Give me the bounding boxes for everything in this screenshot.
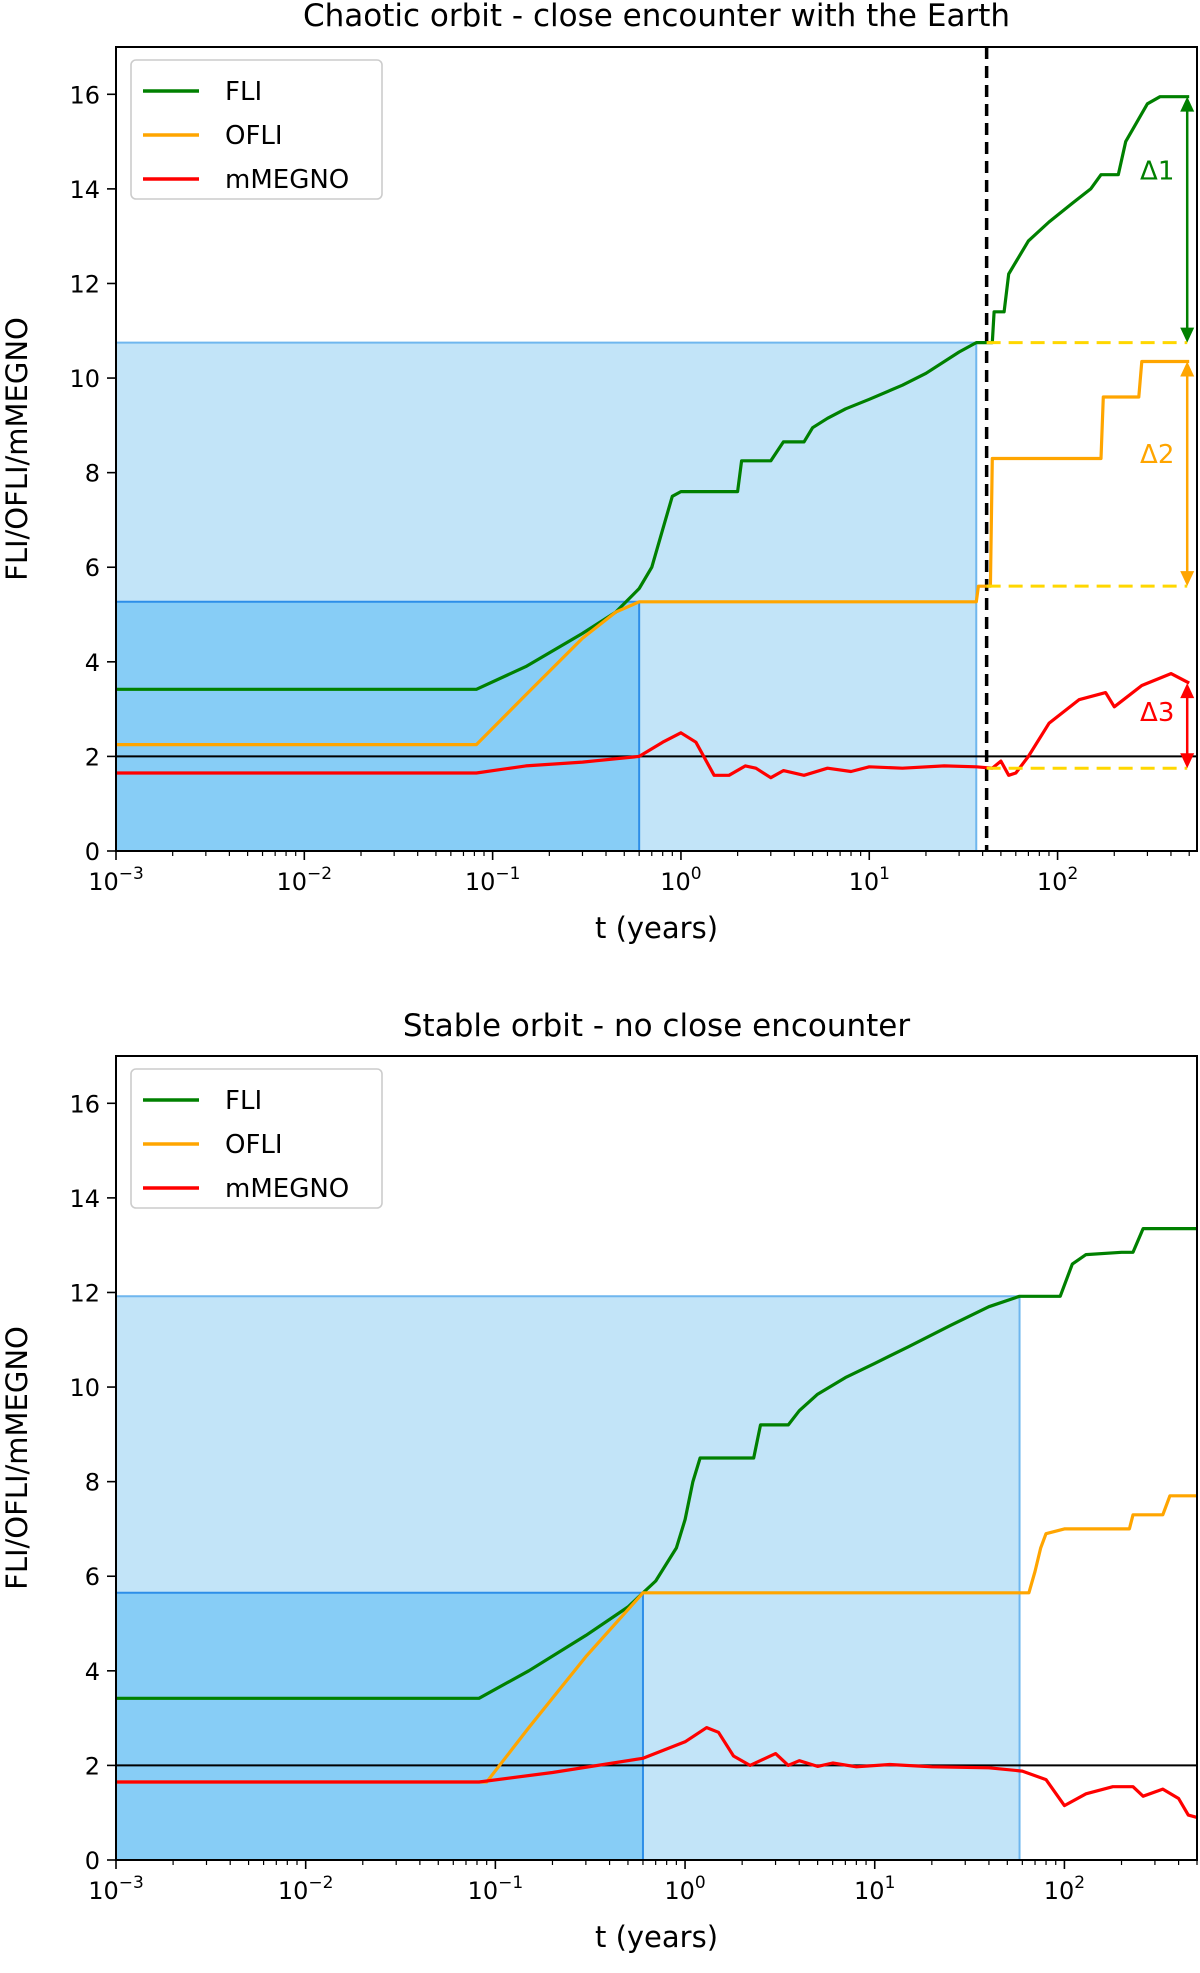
series-line-ofli [116,359,1190,747]
x-tick-base: 10 [1044,1877,1075,1905]
y-tick-label: 4 [85,1658,100,1686]
series-line-fli [116,1226,1197,1700]
legend-label: FLI [225,77,262,107]
x-tick-base: 10 [854,1877,885,1905]
delta-arrow-head-down [1180,327,1195,343]
x-tick-exponent: −3 [119,864,144,884]
y-tick-label: 8 [85,460,100,488]
shaded-region-dark [116,601,640,851]
x-tick-base: 10 [664,1877,695,1905]
y-tick-label: 16 [69,81,100,109]
legend-label: OFLI [225,1130,283,1160]
y-tick-label: 10 [69,365,100,393]
x-tick-label: 10−2 [277,864,333,896]
y-tick-label: 6 [85,554,100,582]
legend-label: OFLI [225,121,283,151]
legend-label: FLI [225,1086,262,1116]
y-tick-label: 16 [69,1090,100,1118]
y-tick-label: 4 [85,649,100,677]
x-tick-exponent: −1 [495,864,520,884]
x-tick-label: 100 [664,1873,705,1905]
y-tick-label: 12 [69,270,100,298]
y-tick-label: 14 [69,1185,100,1213]
x-tick-exponent: 2 [1074,1873,1085,1893]
y-tick-label: 14 [69,176,100,204]
x-axis-label: t (years) [595,1920,718,1954]
x-tick-exponent: −3 [119,1873,144,1893]
x-tick-base: 10 [278,1877,309,1905]
chart-title: Stable orbit - no close encounter [403,1008,911,1044]
x-tick-base: 10 [849,868,880,896]
x-tick-base: 10 [1037,868,1068,896]
delta-arrow-head-down [1180,571,1195,587]
x-tick-label: 10−3 [88,1873,144,1905]
y-tick-label: 2 [85,1752,100,1780]
delta-label: Δ1 [1140,156,1174,186]
legend-box [130,1068,383,1209]
x-tick-base: 10 [468,1877,499,1905]
delta-arrow-head-up [1180,683,1195,699]
x-tick-label: 102 [1037,864,1078,896]
x-tick-label: 101 [854,1873,895,1905]
x-tick-label: 10−1 [465,864,521,896]
x-tick-exponent: −2 [307,864,332,884]
legend-label: mMEGNO [225,1174,349,1204]
y-tick-label: 2 [85,743,100,771]
x-tick-label: 102 [1044,1873,1085,1905]
x-tick-base: 10 [88,1877,119,1905]
series-line-ofli [116,1494,1197,1784]
x-tick-exponent: 0 [695,1873,706,1893]
x-tick-label: 10−2 [278,1873,334,1905]
x-tick-base: 10 [88,868,119,896]
y-tick-label: 6 [85,1563,100,1591]
x-tick-exponent: 1 [885,1873,896,1893]
x-tick-label: 10−3 [88,864,144,896]
series-line-fli [116,95,1190,691]
chaotic-orbit-panel: Chaotic orbit - close encounter with the… [0,0,1198,945]
x-tick-label: 100 [660,864,701,896]
plot-frame [115,46,1198,852]
delta-arrow-head-up [1180,96,1195,112]
series-line-mmegno [116,1725,1198,1819]
y-tick-label: 12 [69,1279,100,1307]
delta-label: Δ2 [1140,440,1174,470]
x-tick-base: 10 [277,868,308,896]
plot-frame [115,1055,1198,1861]
x-tick-base: 10 [660,868,691,896]
x-tick-exponent: 2 [1067,864,1078,884]
x-tick-label: 101 [849,864,890,896]
y-axis-label: FLI/OFLI/mMEGNO [0,317,34,581]
legend-box [130,59,383,200]
y-tick-label: 0 [85,1847,100,1875]
x-tick-label: 10−1 [468,1873,524,1905]
x-axis-label: t (years) [595,911,718,945]
delta-label: Δ3 [1140,698,1174,728]
y-tick-label: 8 [85,1469,100,1497]
chart-title: Chaotic orbit - close encounter with the… [303,0,1010,34]
x-tick-exponent: −1 [498,1873,523,1893]
y-tick-label: 10 [69,1374,100,1402]
x-tick-exponent: 1 [879,864,890,884]
legend-label: mMEGNO [225,165,349,195]
delta-arrow-head-up [1180,361,1195,377]
y-tick-label: 0 [85,838,100,866]
x-tick-exponent: 0 [691,864,702,884]
x-tick-exponent: −2 [308,1873,333,1893]
shaded-region-dark [116,1592,643,1860]
y-axis-label: FLI/OFLI/mMEGNO [0,1326,34,1590]
series-line-mmegno [116,671,1190,780]
delta-arrow-head-down [1180,753,1195,769]
x-tick-base: 10 [465,868,496,896]
